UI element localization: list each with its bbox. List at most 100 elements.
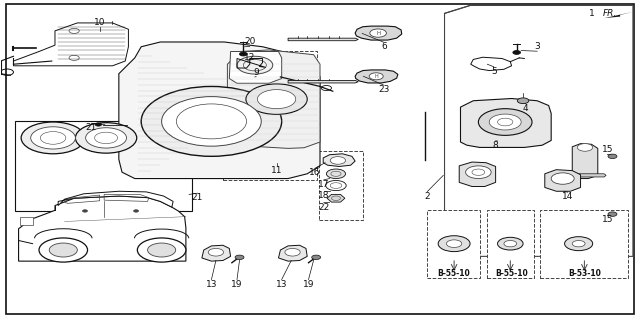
Circle shape <box>513 50 520 54</box>
Bar <box>20 217 33 225</box>
Text: 12: 12 <box>244 53 255 62</box>
Text: 15: 15 <box>602 215 613 224</box>
Polygon shape <box>119 42 320 179</box>
Polygon shape <box>604 12 633 18</box>
Circle shape <box>326 181 346 191</box>
Circle shape <box>237 56 273 74</box>
Text: 14: 14 <box>562 192 573 201</box>
Polygon shape <box>461 99 551 147</box>
Text: 19: 19 <box>231 279 243 288</box>
Circle shape <box>138 238 186 262</box>
Bar <box>428 210 480 278</box>
Circle shape <box>370 29 387 37</box>
Text: 13: 13 <box>276 279 287 288</box>
Text: 16: 16 <box>309 168 321 177</box>
Circle shape <box>31 127 76 149</box>
Circle shape <box>478 109 532 135</box>
Circle shape <box>608 212 617 216</box>
Circle shape <box>49 243 77 257</box>
Circle shape <box>447 240 462 248</box>
Polygon shape <box>202 245 230 261</box>
Circle shape <box>239 52 247 56</box>
Text: 11: 11 <box>271 166 282 175</box>
Circle shape <box>285 249 300 256</box>
Circle shape <box>326 169 346 179</box>
Circle shape <box>312 255 321 260</box>
Text: 15: 15 <box>602 145 613 154</box>
Text: 6: 6 <box>381 42 387 51</box>
Polygon shape <box>355 26 402 40</box>
Text: B-53-10: B-53-10 <box>568 269 601 278</box>
Text: B-55-10: B-55-10 <box>495 269 528 278</box>
Bar <box>487 210 534 278</box>
Circle shape <box>438 236 470 252</box>
Circle shape <box>95 123 102 126</box>
Polygon shape <box>58 191 173 207</box>
Circle shape <box>608 154 617 159</box>
Circle shape <box>83 210 88 212</box>
Circle shape <box>21 122 85 154</box>
Polygon shape <box>19 196 186 261</box>
Text: FR.: FR. <box>602 9 616 18</box>
Text: 22: 22 <box>318 203 330 211</box>
Circle shape <box>208 249 223 256</box>
Circle shape <box>564 237 593 251</box>
Circle shape <box>246 84 307 115</box>
Circle shape <box>141 86 282 156</box>
Polygon shape <box>355 70 398 83</box>
Polygon shape <box>278 245 307 261</box>
Polygon shape <box>572 144 598 179</box>
Circle shape <box>466 166 491 179</box>
Bar <box>319 151 364 220</box>
Polygon shape <box>288 38 358 41</box>
Text: 17: 17 <box>318 180 330 189</box>
Polygon shape <box>575 174 606 177</box>
Text: 13: 13 <box>205 279 217 288</box>
Polygon shape <box>327 194 345 202</box>
Text: 23: 23 <box>378 85 390 94</box>
Text: H: H <box>374 74 378 79</box>
Text: 2: 2 <box>424 191 430 201</box>
Polygon shape <box>288 80 358 83</box>
Circle shape <box>162 97 261 146</box>
Polygon shape <box>227 50 320 148</box>
Polygon shape <box>460 162 495 187</box>
Bar <box>540 210 628 278</box>
Circle shape <box>257 90 296 109</box>
Circle shape <box>497 237 523 250</box>
Circle shape <box>504 241 516 247</box>
Text: 19: 19 <box>303 279 314 288</box>
Circle shape <box>551 173 574 184</box>
Circle shape <box>39 238 88 262</box>
Circle shape <box>369 73 383 80</box>
Circle shape <box>489 114 521 130</box>
Circle shape <box>517 98 529 104</box>
Text: 3: 3 <box>534 42 540 51</box>
Text: H: H <box>376 31 380 36</box>
Polygon shape <box>13 23 129 66</box>
Text: 4: 4 <box>523 104 529 113</box>
Circle shape <box>86 128 127 148</box>
Circle shape <box>76 123 137 153</box>
Circle shape <box>330 157 346 164</box>
Text: 1: 1 <box>589 9 595 18</box>
Text: 9: 9 <box>253 68 259 77</box>
Circle shape <box>577 144 593 151</box>
Text: 5: 5 <box>491 67 497 76</box>
Bar <box>15 122 192 211</box>
Bar <box>223 51 317 180</box>
Text: 20: 20 <box>244 38 255 47</box>
Circle shape <box>148 243 175 257</box>
Polygon shape <box>545 170 580 191</box>
Polygon shape <box>323 154 355 167</box>
Text: 10: 10 <box>94 19 106 27</box>
Polygon shape <box>229 51 282 83</box>
Text: 18: 18 <box>318 191 330 200</box>
Circle shape <box>235 255 244 260</box>
Circle shape <box>572 241 585 247</box>
Circle shape <box>134 210 139 212</box>
Text: 8: 8 <box>493 141 499 150</box>
Text: 21: 21 <box>86 123 97 132</box>
Text: B-55-10: B-55-10 <box>438 269 470 278</box>
Text: 21: 21 <box>192 193 203 202</box>
